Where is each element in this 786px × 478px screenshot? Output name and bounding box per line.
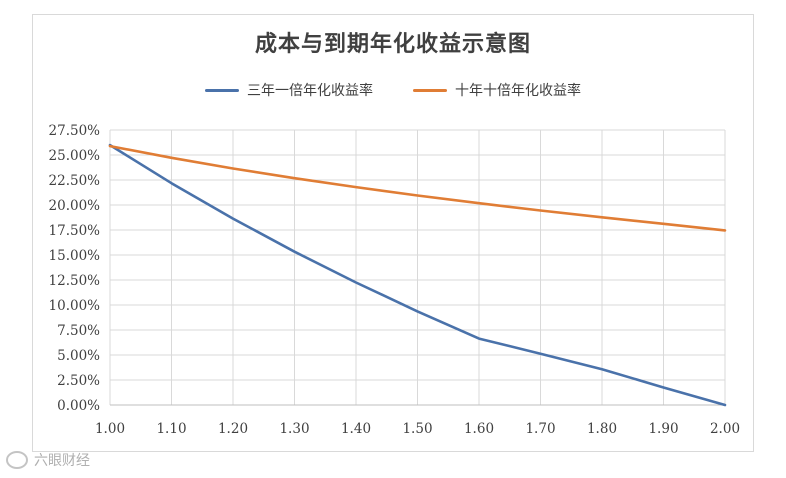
y-tick-label: 20.00% [49,198,101,214]
y-tick-label: 7.50% [57,323,100,339]
chart-title: 成本与到期年化收益示意图 [254,31,531,57]
y-tick-label: 12.50% [49,273,101,289]
legend-item-series-1: 三年一倍年化收益率 [205,80,373,100]
legend-swatch-series-2 [413,88,447,92]
watermark-logo-icon [6,451,28,469]
x-tick-label: 1.80 [587,421,617,437]
legend: 三年一倍年化收益率 十年十倍年化收益率 [32,80,754,100]
y-tick-label: 0.00% [57,398,100,414]
x-tick-label: 1.90 [648,421,678,437]
x-tick-label: 1.20 [218,421,248,437]
legend-swatch-series-1 [205,88,239,92]
series-line-2 [108,144,727,232]
legend-item-series-2: 十年十倍年化收益率 [413,80,581,100]
y-tick-label: 27.50% [49,123,101,139]
x-tick-label: 1.60 [464,421,494,437]
series-line-1 [108,143,727,407]
watermark-text: 六眼财经 [34,453,90,469]
y-tick-label: 5.00% [57,348,100,364]
x-tick-label: 1.70 [525,421,555,437]
legend-label-series-1: 三年一倍年化收益率 [247,83,373,99]
y-tick-label: 17.50% [49,223,101,239]
x-tick-label: 1.00 [95,421,125,437]
x-tick-label: 2.00 [710,421,740,437]
y-tick-label: 2.50% [57,373,100,389]
x-tick-label: 1.40 [341,421,371,437]
y-tick-label: 15.00% [49,248,101,264]
x-tick-label: 1.10 [156,421,186,437]
y-tick-label: 25.00% [49,148,101,164]
x-tick-label: 1.50 [402,421,432,437]
x-tick-label: 1.30 [279,421,309,437]
y-tick-label: 10.00% [49,298,101,314]
watermark: 六眼财经 [6,450,90,470]
y-tick-label: 22.50% [49,173,101,189]
legend-label-series-2: 十年十倍年化收益率 [455,83,581,99]
